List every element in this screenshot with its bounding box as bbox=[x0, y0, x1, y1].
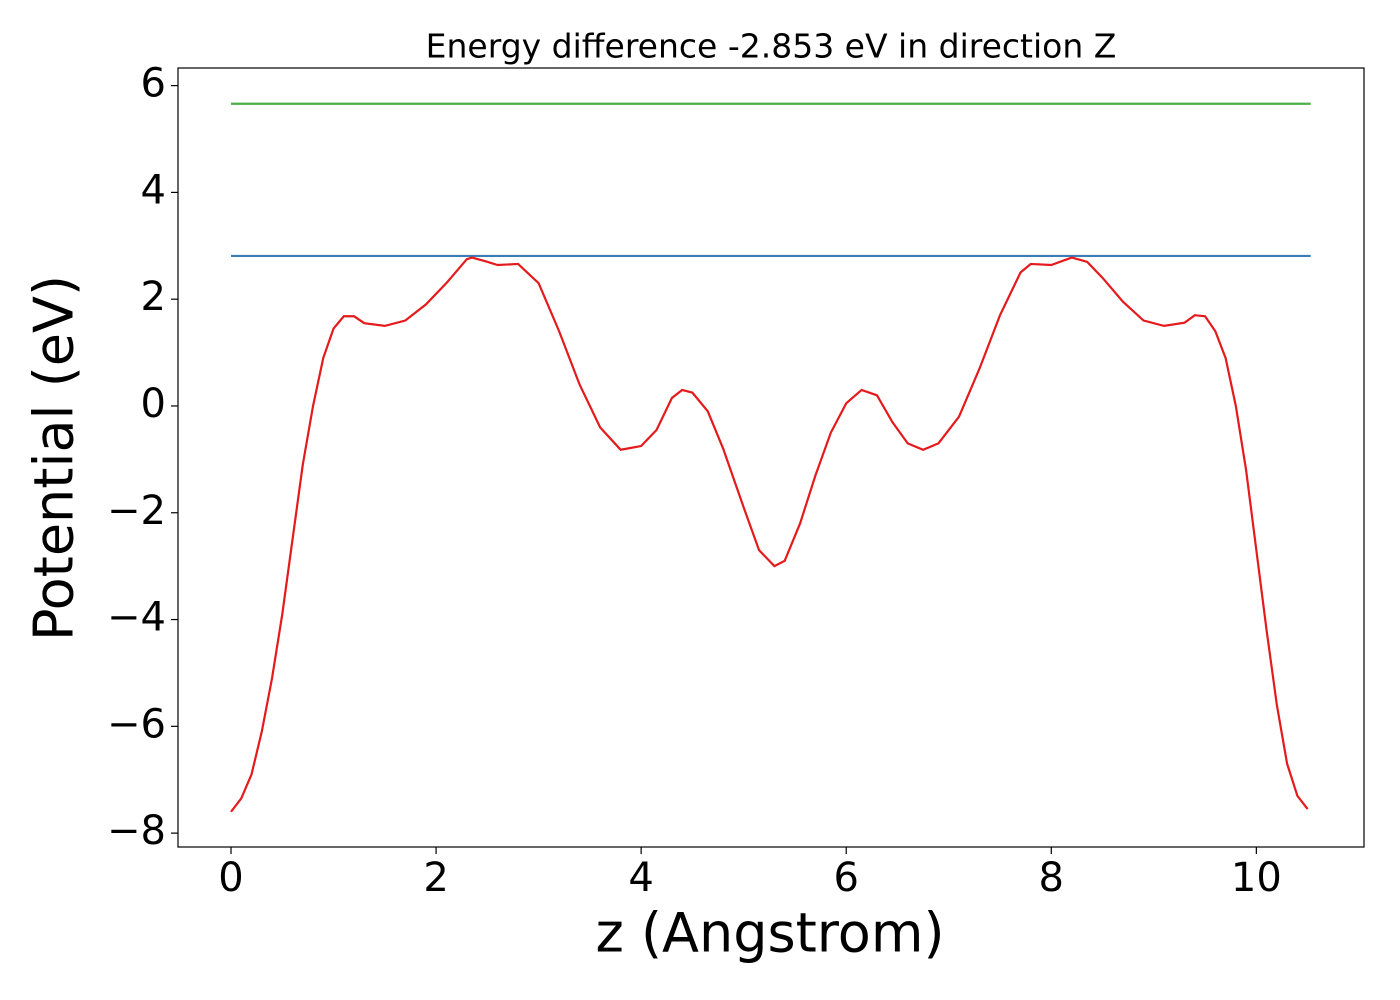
y-tick-label: 4 bbox=[141, 167, 166, 213]
x-tick-label: 4 bbox=[628, 855, 653, 901]
y-tick-label: −6 bbox=[107, 701, 166, 747]
y-axis-label: Potential (eV) bbox=[23, 275, 86, 641]
x-axis-label: z (Angstrom) bbox=[595, 902, 944, 965]
x-tick-label: 2 bbox=[423, 855, 448, 901]
x-tick-label: 8 bbox=[1039, 855, 1064, 901]
y-tick-label: 0 bbox=[141, 381, 166, 427]
y-tick-label: 2 bbox=[141, 274, 166, 320]
line-series bbox=[230, 256, 1309, 813]
x-tick-label: 6 bbox=[833, 855, 858, 901]
y-tick-label: 6 bbox=[141, 61, 166, 107]
plot-frame bbox=[177, 67, 1365, 848]
x-tick-label: 0 bbox=[218, 855, 243, 901]
y-tick-label: −4 bbox=[107, 595, 166, 641]
y-tick-label: −8 bbox=[107, 808, 166, 854]
chart-title: Energy difference -2.853 eV in direction… bbox=[426, 27, 1117, 66]
y-tick-label: −2 bbox=[107, 488, 166, 534]
x-tick-label: 10 bbox=[1231, 855, 1282, 901]
